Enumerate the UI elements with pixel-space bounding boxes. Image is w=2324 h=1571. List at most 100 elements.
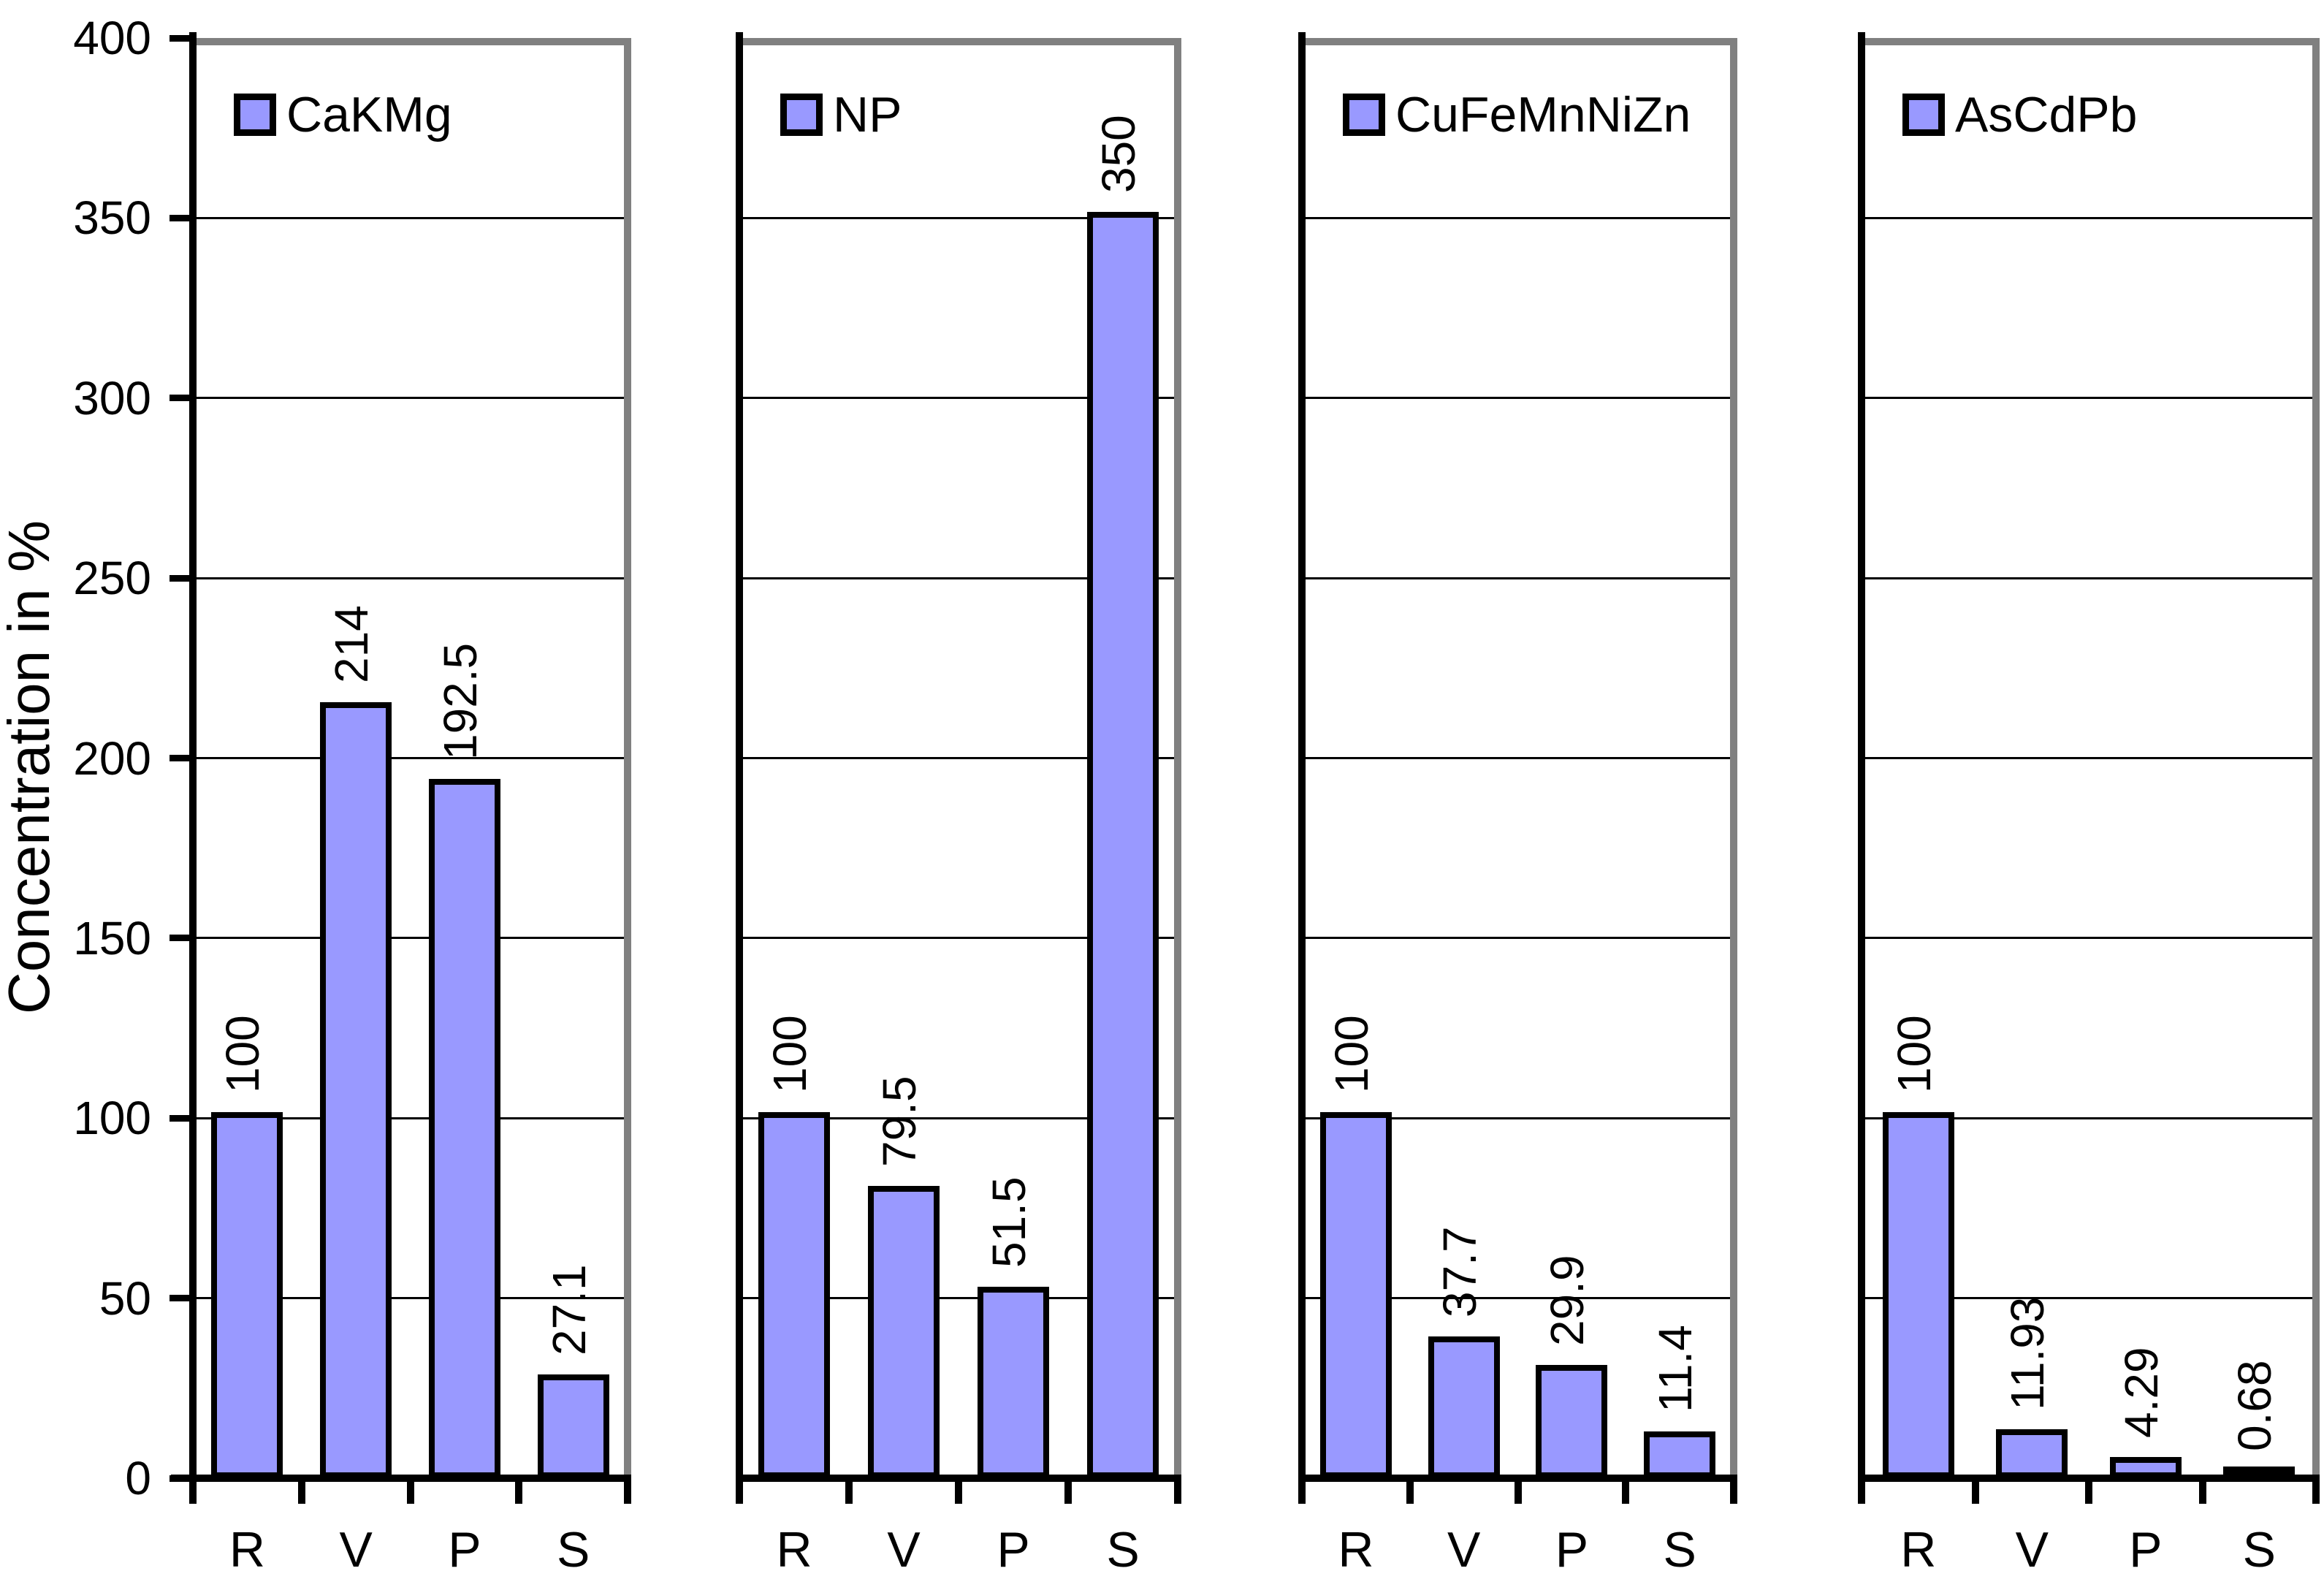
y-tick-label: 300 [73,371,151,425]
bar-value-label: 0.68 [2228,1360,2282,1451]
y-tick-label: 150 [73,911,151,965]
x-tick [2085,1482,2092,1504]
gridline [1302,937,1734,940]
bar-value-label: 214 [325,604,378,683]
gridline [739,1117,1178,1119]
bar-value-label: 29.9 [1541,1255,1594,1346]
bar [320,701,392,1478]
legend-swatch-icon [780,94,823,136]
y-tick-label: 400 [73,12,151,64]
x-tick [624,1482,631,1504]
bar-value-label: 51.5 [983,1176,1035,1268]
bar [1536,1364,1608,1478]
bar [1428,1336,1500,1478]
x-tick [1730,1482,1737,1504]
bar [978,1287,1049,1478]
gridline [1862,1117,2316,1119]
category-label: V [1447,1522,1481,1571]
plot-border-right [2312,38,2320,1478]
y-tick [169,935,190,942]
legend: NP [780,90,902,140]
x-tick [406,1482,414,1504]
x-tick [2312,1482,2320,1504]
bar-value-label: 4.29 [2114,1347,2168,1438]
gridline [193,216,628,219]
x-tick [955,1482,962,1504]
gridline [1862,577,2316,579]
bar [428,779,500,1478]
x-tick [1858,1482,1865,1504]
gridline [193,1297,628,1300]
gridline [1302,757,1734,759]
legend-swatch-icon [234,94,276,136]
bar [1319,1112,1392,1478]
y-tick-label: 100 [73,1092,151,1145]
x-axis [1298,1475,1737,1482]
gridline [1862,757,2316,759]
category-label: R [776,1522,812,1571]
x-tick [515,1482,523,1504]
y-tick-label: 350 [73,191,151,245]
bar [758,1112,830,1478]
y-tick [169,755,190,761]
gridline [739,577,1178,579]
bar [1882,1112,1954,1478]
gridline [1302,577,1734,579]
bar-value-label: 100 [1325,1015,1378,1094]
bar [537,1374,609,1478]
legend-swatch-icon [1902,94,1945,136]
category-label: P [2129,1522,2163,1571]
gridline [193,757,628,759]
legend-swatch-icon [1343,94,1385,136]
x-tick [1971,1482,1979,1504]
x-tick [1064,1482,1072,1504]
panel-ascdpb: 100 11.93 4.29 0.68 AsCdPb R V P S [1858,32,2320,1571]
y-axis [189,32,197,1482]
legend-label: CuFeMnNiZn [1395,87,1691,142]
category-label: R [1338,1522,1374,1571]
plot-border-right [1730,38,1737,1478]
y-axis [1858,32,1865,1482]
gridline [1862,1297,2316,1300]
x-axis [736,1475,1181,1482]
legend-label: CaKMg [286,87,452,142]
y-tick [169,1475,190,1482]
y-tick-label: 200 [73,731,151,785]
bar-value-label: 100 [763,1015,816,1094]
gridline [739,216,1178,219]
x-tick [1514,1482,1522,1504]
gridline [739,397,1178,400]
y-tick [169,574,190,582]
bar-value-label: 27.1 [542,1264,595,1356]
gridline [1862,216,2316,219]
category-label: R [1900,1522,1937,1571]
y-tick [169,1295,190,1302]
x-tick [736,1482,743,1504]
plot-border-right [624,38,631,1478]
x-tick [189,1482,197,1504]
y-tick [169,214,190,221]
panel-cufemnnizn: 100 37.7 29.9 11.4 CuFeMnNiZn R V P S [1298,32,1737,1571]
bar-value-label: 192.5 [433,643,487,761]
y-tick-label: 50 [99,1271,151,1325]
y-tick-label: 250 [73,552,151,605]
panel-cakmg: 100 214 192.5 27.1 CaKMg R V P S 400 350 300 250 200 1… [73,13,631,1571]
legend-label: AsCdPb [1955,87,2138,142]
gridline [193,937,628,940]
x-tick [2198,1482,2206,1504]
gridline [193,1117,628,1119]
bar [1644,1431,1716,1478]
gridline [739,757,1178,759]
gridline [1302,1117,1734,1119]
plot-border-top [1864,38,2320,45]
gridline [1862,937,2316,940]
y-tick [169,34,190,42]
category-label: S [556,1522,590,1571]
bar-value-label: 350 [1092,115,1145,194]
category-label: S [1663,1522,1696,1571]
legend: CaKMg [234,87,452,142]
gridline [193,397,628,400]
bar [1087,212,1159,1478]
gridline [1302,397,1734,400]
x-tick [297,1482,305,1504]
